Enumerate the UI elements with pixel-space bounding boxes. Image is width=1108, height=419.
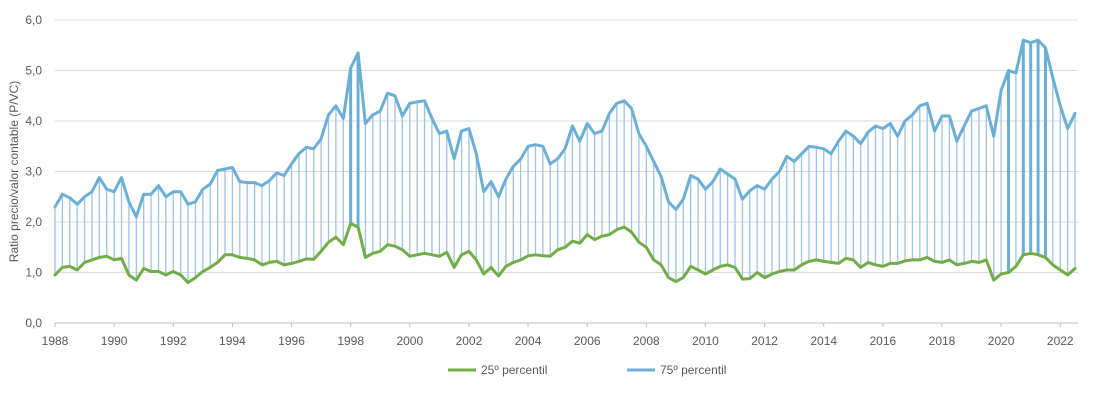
series-line-p75	[53, 38, 1077, 219]
range-bars	[54, 40, 1076, 283]
x-axis-ticks: 1988 1990 1992 1994 1996 1998 2000 2002 2004 2006…	[42, 323, 1074, 348]
y-tick-label: 2,0	[25, 215, 42, 229]
x-tick-label: 1990	[101, 334, 128, 348]
x-tick-label: 1994	[219, 334, 246, 348]
x-tick-label: 2022	[1047, 334, 1074, 348]
y-tick-label: 4,0	[25, 114, 42, 128]
series-lines	[53, 38, 1077, 285]
legend-label: 75º percentil	[660, 363, 726, 377]
legend: 25º percentil 75º percentil	[448, 363, 726, 377]
x-tick-label: 2016	[870, 334, 897, 348]
y-tick-label: 0,0	[25, 316, 42, 330]
x-tick-label: 1996	[278, 334, 305, 348]
x-tick-label: 1992	[160, 334, 187, 348]
x-tick-label: 2004	[515, 334, 542, 348]
legend-item-p75: 75º percentil	[627, 363, 726, 377]
y-tick-label: 1,0	[25, 266, 42, 280]
legend-label: 25º percentil	[481, 363, 547, 377]
y-axis-label: Ratio precio/valor contable (P/VC)	[7, 81, 21, 262]
x-tick-label: 2006	[574, 334, 601, 348]
y-tick-label: 5,0	[25, 64, 42, 78]
y-tick-label: 6,0	[25, 13, 42, 27]
x-tick-label: 2008	[633, 334, 660, 348]
x-tick-label: 2002	[456, 334, 483, 348]
legend-item-p25: 25º percentil	[448, 363, 547, 377]
x-tick-label: 1998	[337, 334, 364, 348]
x-tick-label: 2010	[692, 334, 719, 348]
x-tick-label: 2000	[396, 334, 423, 348]
y-tick-label: 3,0	[25, 165, 42, 179]
x-tick-label: 2012	[751, 334, 778, 348]
series-line-p25	[53, 222, 1077, 285]
x-tick-label: 1988	[42, 334, 69, 348]
x-tick-label: 2018	[929, 334, 956, 348]
x-tick-label: 2014	[810, 334, 837, 348]
y-axis-ticks: 0,0 1,0 2,0 3,0 4,0 5,0 6,0	[25, 13, 42, 330]
x-tick-label: 2020	[988, 334, 1015, 348]
